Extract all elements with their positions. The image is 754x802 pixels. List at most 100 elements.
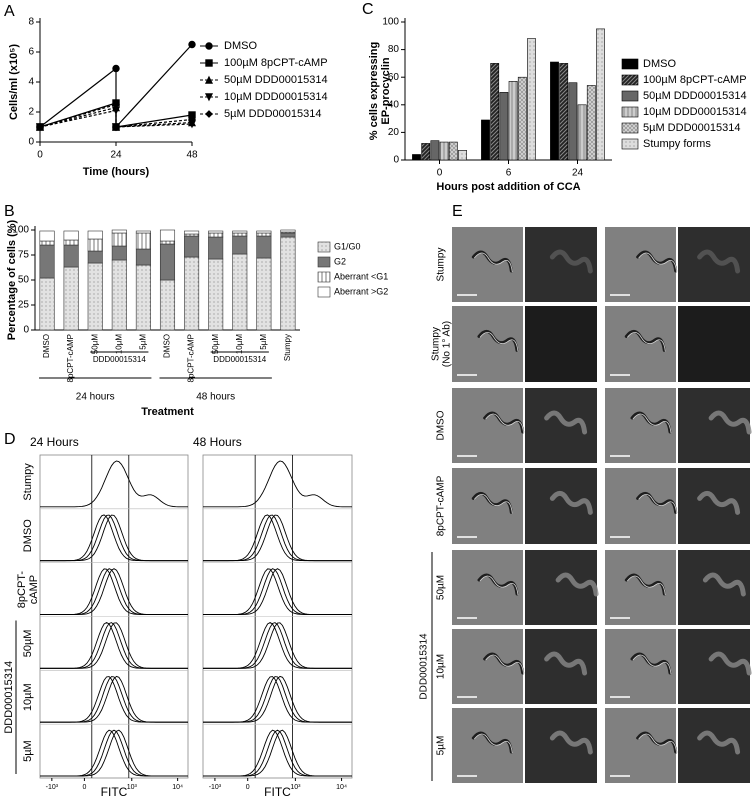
legend-label: 10µM DDD00015314 [224,91,328,103]
x-tick-label: 50µM [211,334,220,355]
panel-label: B [4,203,15,220]
data-point [112,123,120,131]
bar-segment [208,258,224,331]
cell-halo [479,575,519,596]
series-line [39,109,193,128]
legend-marker [204,93,214,102]
fluorescence-image [525,306,597,382]
series-line [39,106,193,128]
fluorescence-image [525,227,597,302]
data-point [36,123,44,131]
row-label: DMSO [22,519,34,552]
bar-segment [159,243,176,281]
row-label: DMSO [436,410,447,440]
x-tick-label: -10³ [46,784,59,791]
phase-image [452,708,523,783]
y-tick-label: 100 [382,17,399,28]
bar-segment [184,235,200,258]
bar-segment [184,256,200,331]
x-tick-label: -10³ [209,784,222,791]
phase-image [452,468,523,544]
y-tick-label: 60 [388,72,400,83]
legend-swatch [317,286,331,298]
bar-segment [232,230,248,234]
cell-signal [697,490,741,515]
bar-segment [63,230,79,241]
bar-segment [232,235,248,255]
bar-segment [256,257,272,331]
legend-label: Aberrant >G2 [334,286,388,296]
x-tick-label: DMSO [42,334,51,358]
y-axis-title: Cells/ml (x10⁵) [8,44,20,120]
bar [577,104,587,161]
bar-segment [184,230,200,235]
panel-label: D [4,431,16,448]
legend-swatch [317,256,331,268]
row-label: 8pCPT-cAMP [436,475,447,536]
phase-image [605,708,676,783]
x-tick-label: 24 [572,168,584,179]
x-tick-label: 10³ [290,784,301,791]
bar-segment [159,229,176,242]
histogram-curve [203,729,352,777]
group-label: DDD00015314 [213,355,266,364]
row-label: Stumpy [431,327,442,361]
bar-segment [39,230,55,242]
y-tick-label: 2 [28,107,34,118]
y-tick-label: 8 [28,17,34,28]
legend-swatch [621,106,639,118]
row-label: 10µM [436,654,447,679]
legend-label: 100µM 8pCPT-cAMP [224,57,328,69]
row-label: Stumpy [436,248,447,282]
phase-image [452,629,523,704]
y-tick-label: 75 [18,250,30,261]
row-label: 5µM [22,740,34,762]
phase-image [605,550,676,625]
bar-segment [87,250,103,264]
histogram-curve [40,676,188,723]
series-line [39,103,193,128]
fluorescence-image [678,388,750,463]
phase-image [452,388,523,463]
histogram-curve [203,621,352,669]
cell-signal [544,410,588,435]
bar-segment [135,230,151,234]
bar [481,119,490,161]
legend-label: 100µM 8pCPT-cAMP [643,74,747,86]
legend-label: G1/G0 [334,241,361,251]
y-tick-label: 20 [388,127,400,138]
x-tick-label: 10⁴ [172,784,183,791]
cell-signal [708,651,752,676]
bar-segment [280,229,296,233]
legend-swatch [621,138,639,150]
cell-signal [697,730,741,755]
y-tick-label: 25 [18,300,30,311]
series-line [39,44,193,129]
data-point [188,40,196,49]
bar [550,61,559,161]
bar-segment [87,262,103,331]
cell-halo [626,575,666,596]
cell-signal [697,249,741,274]
bar [448,141,458,161]
y-tick-label: 80 [388,44,400,55]
phase-image [605,388,676,463]
group-label: DDD00015314 [419,633,430,700]
histogram-curve [203,568,352,615]
bar-segment [159,240,176,245]
bar-segment [280,236,296,331]
bar-segment [63,266,79,331]
bar [430,140,440,161]
histogram-curve [40,514,188,562]
histogram-curve [203,622,352,669]
x-axis-title: Treatment [141,406,194,418]
phase-image [452,550,523,625]
legend-marker [205,110,213,118]
group-label: DDD00015314 [93,355,146,364]
histogram-curve [203,675,352,723]
row-label: 50µM [436,575,447,600]
legend-label: 50µM DDD00015314 [224,74,328,86]
phase-image [605,468,676,544]
y-tick-label: 0 [28,137,34,148]
